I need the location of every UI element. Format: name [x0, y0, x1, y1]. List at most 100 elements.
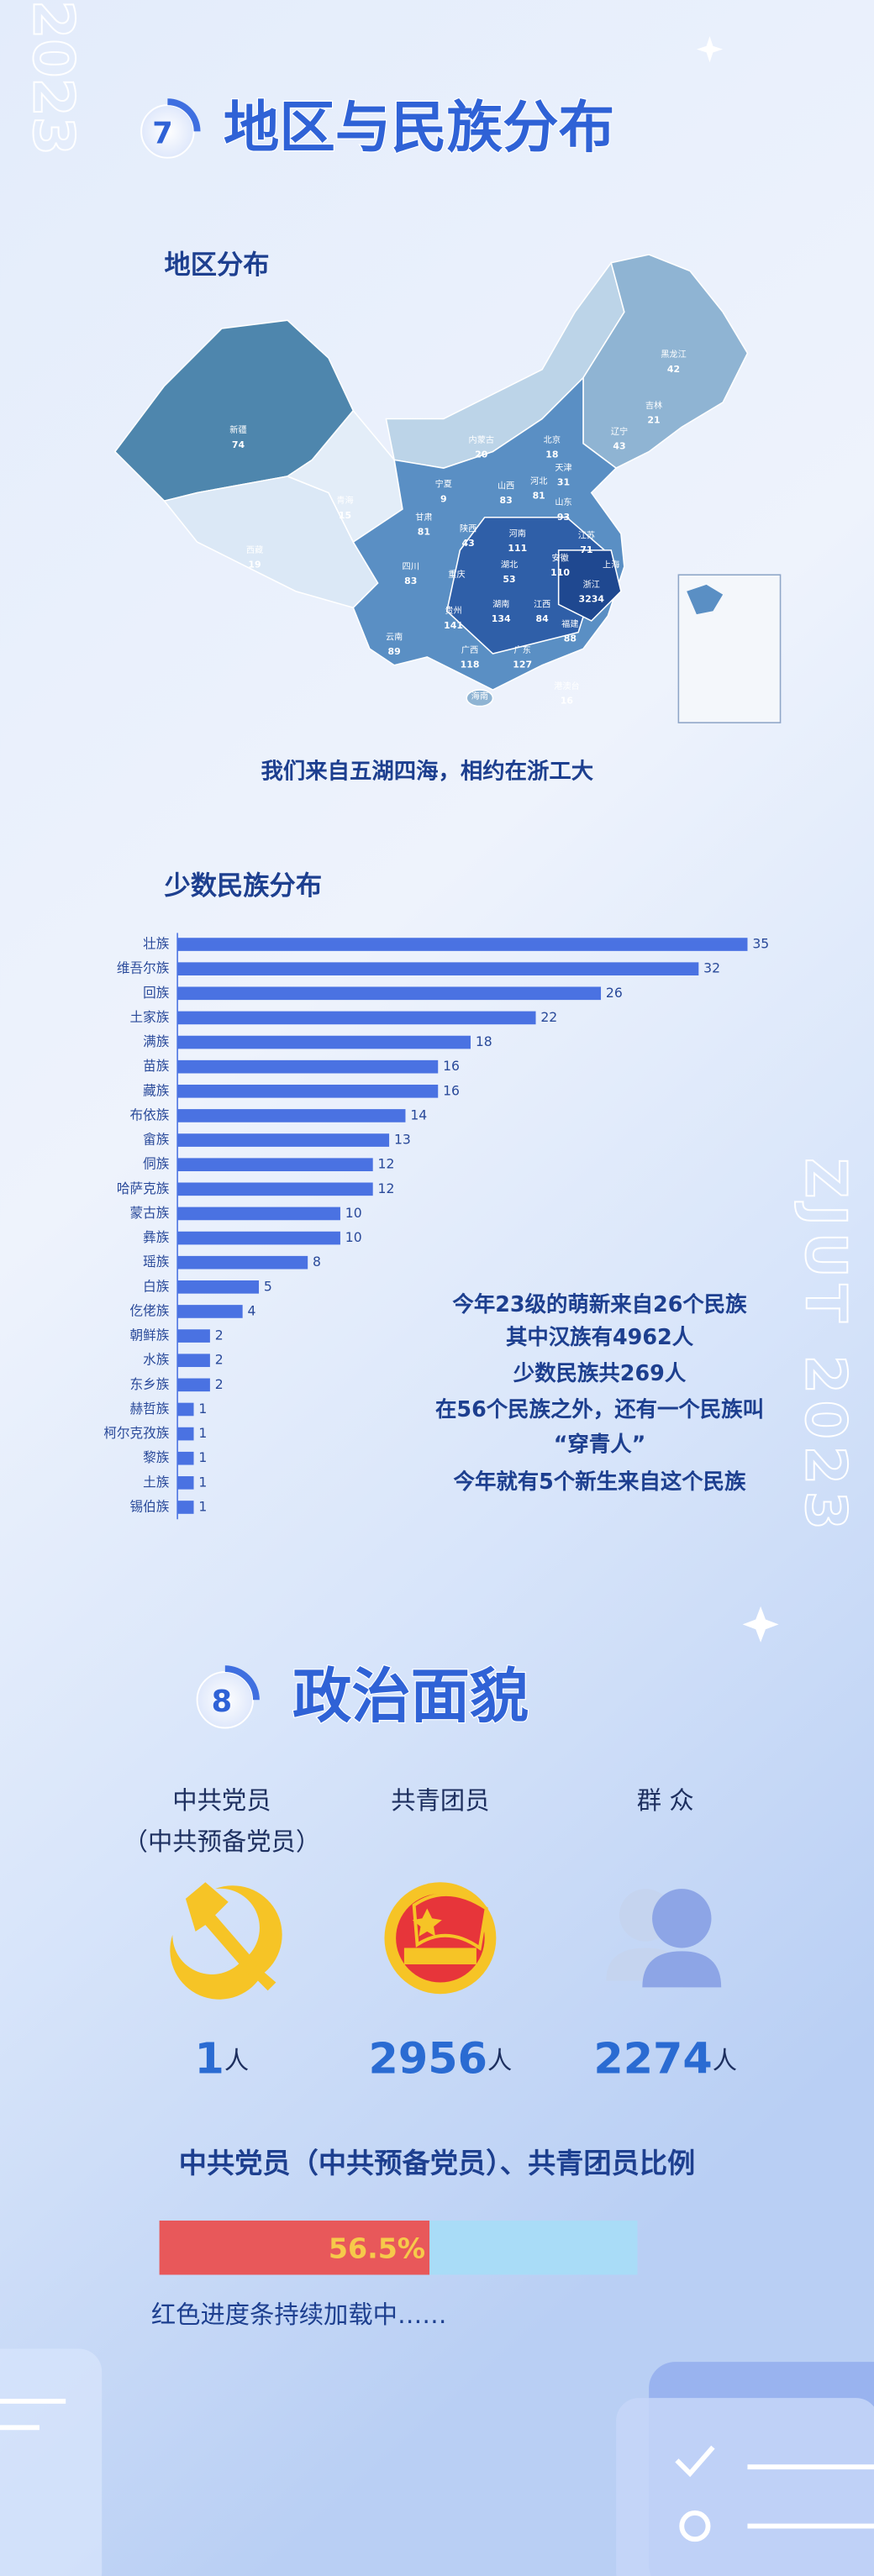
group-value: 2274人	[593, 2033, 737, 2083]
category-label: 东乡族	[129, 1376, 169, 1392]
region-name: 安徽	[551, 553, 568, 564]
region-value: 15	[339, 510, 351, 521]
value-label: 2	[215, 1327, 224, 1343]
value-number: 1	[195, 2033, 224, 2083]
region-name: 宁夏	[435, 479, 452, 490]
bar	[177, 1207, 340, 1221]
category-label: 彝族	[143, 1229, 170, 1245]
region-name: 天津	[555, 463, 571, 473]
region-name: 广西	[461, 645, 478, 655]
region-name: 四川	[403, 562, 419, 571]
group-label: 共青团员	[391, 1786, 489, 1815]
group-value: 2956人	[369, 2033, 513, 2083]
category-label: 黎族	[143, 1449, 170, 1465]
region-name: 辽宁	[611, 426, 628, 437]
category-label: 壮族	[143, 936, 170, 952]
value-label: 10	[345, 1229, 362, 1245]
value-label: 16	[443, 1058, 460, 1074]
party-icon	[170, 1882, 282, 2000]
region-value: 81	[533, 490, 545, 501]
bar	[177, 1084, 439, 1098]
value-number: 2956	[369, 2033, 487, 2083]
region-value: 134	[492, 613, 511, 624]
map-title: 地区分布	[164, 250, 269, 281]
region-value: 83	[404, 576, 417, 586]
region-name: 港澳台	[554, 681, 579, 691]
region-name: 吉林	[645, 400, 662, 411]
category-label: 瑶族	[143, 1254, 170, 1270]
value-label: 12	[378, 1156, 395, 1172]
region-value: 127	[513, 660, 532, 670]
ratio-title: 中共党员（中共预备党员）、共青团员比例	[179, 2147, 696, 2179]
bar	[177, 1133, 390, 1147]
region-name: 广东	[513, 644, 530, 655]
bar	[177, 1011, 536, 1025]
value-label: 1	[198, 1425, 207, 1441]
category-label: 畲族	[143, 1132, 170, 1148]
map	[113, 254, 749, 707]
region-name: 湖北	[501, 560, 518, 570]
region-name: 山东	[555, 497, 571, 507]
note-line: 今年23级的萌新来自26个民族	[452, 1291, 747, 1317]
map-labels: 新疆 74 西藏 19 青海 15 甘肃 81 宁夏 9 内蒙古 20 黑龙江 42 吉林 21 辽宁 43 北京 1…	[229, 349, 686, 706]
bar	[177, 938, 748, 951]
category-label: 满族	[143, 1033, 170, 1049]
group-label: （中共预备党员）	[124, 1827, 321, 1856]
value-unit: 人	[224, 2046, 249, 2074]
region-value: 31	[557, 477, 570, 488]
bar	[177, 1501, 194, 1514]
region-value: 88	[564, 633, 577, 644]
value-label: 1	[198, 1474, 207, 1490]
region-value: 42	[667, 364, 680, 375]
bar	[177, 1476, 194, 1490]
region-name: 陕西	[460, 523, 476, 534]
value-label: 4	[248, 1302, 256, 1318]
people-icon	[606, 1889, 722, 1988]
region-value: 18	[545, 449, 558, 460]
region-value: 84	[535, 613, 549, 624]
category-label: 土族	[143, 1474, 170, 1490]
region-name: 甘肃	[415, 512, 432, 523]
category-label: 侗族	[143, 1156, 170, 1172]
category-label: 朝鲜族	[129, 1327, 169, 1343]
ratio-bar	[159, 2220, 430, 2275]
region-name: 江苏	[578, 529, 595, 540]
deco-circle	[679, 2510, 711, 2542]
region-value: 81	[418, 526, 430, 537]
note-line: 在56个民族之外，还有一个民族叫	[435, 1396, 764, 1422]
bar	[177, 1035, 471, 1049]
note-line: 少数民族共269人	[513, 1360, 687, 1385]
sparkle	[696, 36, 724, 63]
region-name: 西藏	[246, 545, 263, 555]
note-line: 今年就有5个新生来自这个民族	[454, 1469, 747, 1494]
bar	[177, 1059, 439, 1074]
value-label: 1	[198, 1498, 207, 1514]
badge-arc	[167, 98, 201, 132]
group-label: 中共党员	[172, 1786, 271, 1815]
region-name: 贵州	[445, 605, 461, 616]
bar	[177, 1451, 194, 1465]
group-label: 群 众	[637, 1786, 694, 1815]
region-name: 海南	[471, 691, 488, 702]
bar	[177, 1182, 373, 1196]
chart-title: 少数民族分布	[164, 871, 322, 902]
value-unit: 人	[487, 2046, 512, 2074]
note-line: 其中汉族有4962人	[506, 1324, 694, 1349]
map-region	[466, 689, 494, 707]
region-name: 福建	[561, 618, 578, 629]
bar	[177, 962, 699, 975]
category-label: 白族	[143, 1278, 170, 1294]
region-value: 93	[557, 512, 570, 523]
section-number: 7	[152, 116, 172, 150]
bar	[177, 1158, 373, 1172]
value-label: 32	[703, 960, 720, 976]
value-unit: 人	[713, 2046, 737, 2074]
ratio-label: 56.5%	[329, 2232, 425, 2265]
value-label: 22	[540, 1009, 557, 1025]
category-label: 柯尔克孜族	[103, 1425, 169, 1441]
bar	[177, 1305, 243, 1318]
